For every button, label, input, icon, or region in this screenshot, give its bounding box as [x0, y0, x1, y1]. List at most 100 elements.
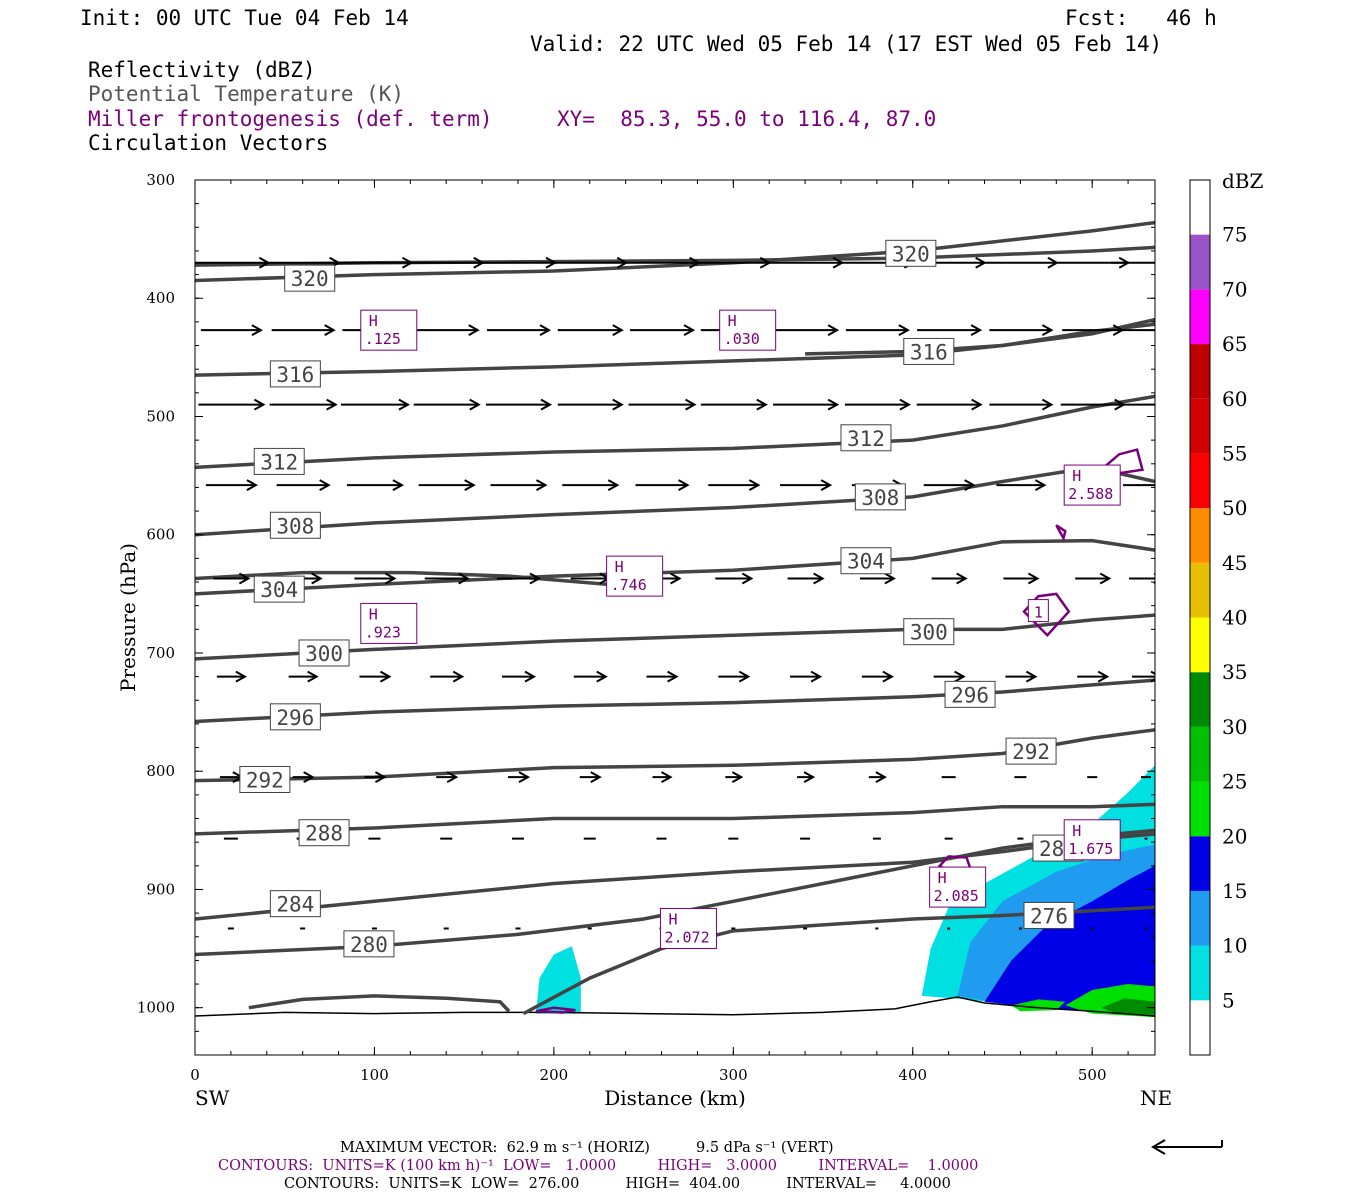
vector-head	[307, 670, 319, 683]
wind-vector	[409, 256, 485, 269]
colorbar-tick-label: 75	[1222, 223, 1247, 247]
fronto-high-value: 2.588	[1068, 485, 1113, 503]
colorbar-tick-label: 30	[1222, 715, 1247, 739]
wind-vector	[1077, 670, 1110, 683]
plot-frame	[194, 179, 1156, 1056]
theta-contour-line	[195, 613, 1155, 661]
theta-contour-line	[195, 802, 1155, 836]
wind-vector	[917, 324, 983, 337]
wind-vector	[996, 479, 1047, 491]
wind-vector	[430, 670, 465, 683]
vector-head	[446, 771, 459, 784]
y-tick-label: 1000	[137, 999, 175, 1017]
vector-head	[875, 771, 887, 784]
wind-vector	[628, 398, 697, 411]
vector-head	[1166, 325, 1175, 335]
colorbar-segment	[1190, 508, 1210, 563]
fronto-high-2072: H2.072	[659, 907, 717, 949]
wind-vector	[414, 324, 480, 337]
vector-head	[1034, 479, 1047, 491]
vector-head	[1041, 324, 1054, 337]
vector-head	[738, 670, 751, 683]
reference-vector-arrow	[1151, 1139, 1223, 1155]
vector-head	[590, 771, 602, 784]
vector-head	[251, 324, 263, 337]
wind-vector	[1005, 670, 1038, 683]
wind-vector	[989, 324, 1054, 337]
wind-vector	[1075, 572, 1112, 585]
vector-head	[319, 479, 331, 491]
wind-vector	[288, 670, 319, 683]
wind-vector	[859, 572, 896, 585]
wind-vector	[340, 398, 410, 411]
vector-head	[596, 670, 608, 683]
vector-head	[324, 324, 336, 337]
wind-vector	[923, 479, 976, 491]
vector-head	[741, 572, 754, 585]
y-tick-label: 300	[146, 171, 175, 189]
theta-label-box	[298, 639, 350, 667]
wind-vector	[413, 398, 481, 411]
wind-vector	[269, 398, 338, 411]
wind-vector	[354, 572, 397, 585]
x-tick-label: 100	[360, 1066, 389, 1084]
fronto-contour	[1022, 592, 1071, 638]
wind-vector	[553, 256, 629, 269]
wind-vector	[780, 479, 833, 491]
vector-head	[1027, 572, 1040, 585]
fronto-high-030: H.030	[719, 309, 777, 351]
fronto-high-923: H.923	[360, 602, 418, 644]
vector-head	[379, 670, 392, 683]
y-axis-label: Pressure (hPa)	[116, 543, 140, 692]
vector-head	[235, 670, 247, 683]
vector-head	[661, 771, 673, 784]
colorbar-tick-label: 55	[1222, 441, 1247, 465]
vector-head	[392, 479, 404, 491]
sw-end-label: SW	[195, 1086, 230, 1110]
wind-vector	[725, 771, 744, 784]
theta-label: 300	[910, 621, 948, 645]
colorbar-segment	[1190, 672, 1210, 727]
vector-head	[954, 670, 966, 683]
theta-label: 300	[305, 642, 343, 666]
wind-vector	[1111, 261, 1155, 264]
vector-head	[813, 572, 825, 585]
vector-head	[827, 324, 840, 337]
vector-head	[1160, 480, 1169, 490]
wind-vector	[844, 398, 911, 411]
wind-vector	[916, 398, 983, 411]
vector-head	[246, 479, 258, 491]
vector-head	[253, 398, 266, 411]
wind-vector	[480, 256, 558, 269]
vector-head	[827, 398, 840, 411]
wind-vector	[790, 670, 823, 683]
colorbar-segment	[1190, 945, 1210, 1001]
vector-head	[899, 398, 911, 411]
wind-vector	[845, 324, 910, 337]
wind-vector	[292, 771, 315, 784]
theta-label-box	[269, 511, 321, 539]
fronto-high-marker: H	[615, 558, 624, 576]
theta-label: 320	[892, 242, 930, 266]
theta-label: 292	[1012, 740, 1050, 764]
vector-head	[612, 324, 624, 337]
colorbar-tick-label: 65	[1222, 332, 1247, 356]
fronto-high-marker: H	[728, 312, 737, 330]
vector-head	[898, 324, 910, 337]
theta-label: 284	[276, 893, 314, 917]
wind-vector	[715, 572, 754, 585]
y-tick-label: 400	[146, 289, 175, 307]
theta-label-box	[1005, 737, 1057, 765]
vector-head	[303, 771, 315, 784]
colorbar-segment	[1190, 562, 1210, 618]
theta-contour-line	[805, 317, 1155, 356]
fronto-contour-label-box	[1027, 599, 1049, 623]
wind-vector	[557, 398, 624, 411]
x-tick-label: 200	[540, 1066, 569, 1084]
field-frontogenesis: Miller frontogenesis (def. term)	[88, 107, 493, 131]
wind-vector	[418, 479, 476, 491]
reflectivity-shading	[535, 765, 1155, 1018]
wind-vector	[579, 771, 602, 784]
wind-vector	[868, 771, 887, 784]
